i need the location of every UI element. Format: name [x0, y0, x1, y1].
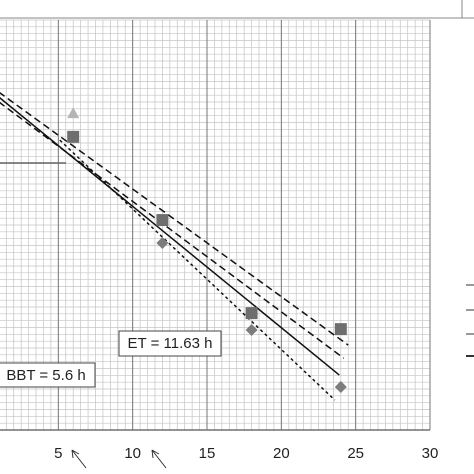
point [334, 323, 347, 336]
annotation-box [0, 362, 96, 388]
fit-line [0, 92, 349, 346]
annotation-box [118, 330, 222, 357]
point [245, 307, 258, 320]
legend-fragment [466, 284, 474, 357]
x-tick-label: 5 [54, 445, 62, 462]
x-tick-label: 30 [422, 445, 439, 462]
x-tick-label: 20 [273, 445, 290, 462]
x-tick-label: 25 [347, 445, 364, 462]
point [156, 214, 169, 227]
x-tick-label: 15 [199, 445, 216, 462]
arrow [151, 449, 167, 469]
point [245, 323, 258, 336]
annotation: BBT = 5.6 h [6, 367, 85, 384]
fit-line [59, 139, 336, 401]
point [156, 237, 169, 250]
point [67, 107, 80, 119]
fit-line [0, 101, 345, 359]
plot [0, 92, 349, 401]
point [67, 130, 80, 143]
arrow [71, 449, 87, 469]
point [334, 380, 347, 393]
annotation: ET = 11.63 h [128, 335, 213, 352]
x-tick-label: 10 [124, 445, 141, 462]
